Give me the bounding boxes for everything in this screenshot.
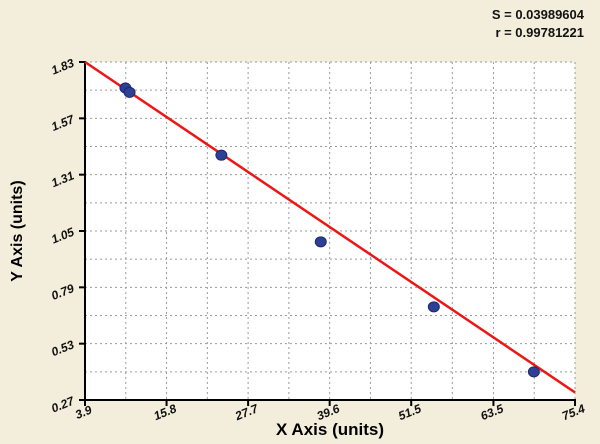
data-point xyxy=(215,149,228,161)
data-points xyxy=(119,82,540,378)
data-point xyxy=(314,236,327,248)
s-value-label: S = 0.03989604 xyxy=(491,7,584,22)
y-axis-label: Y Axis (units) xyxy=(9,180,26,282)
y-tick-label: 1.57 xyxy=(49,112,77,134)
regression-line xyxy=(84,60,576,394)
y-tick-label: 0.27 xyxy=(49,393,77,415)
data-point xyxy=(527,366,540,378)
y-tick-label: 1.31 xyxy=(49,168,76,190)
x-tick-label: 3.9 xyxy=(73,403,94,422)
x-axis-label: X Axis (units) xyxy=(276,420,384,439)
tick-marks xyxy=(79,61,576,406)
data-point xyxy=(123,86,136,98)
fit-statistics: S = 0.03989604 r = 0.99781221 xyxy=(492,6,584,42)
y-tick-label: 0.53 xyxy=(49,337,76,359)
y-tick-label: 1.05 xyxy=(49,225,76,247)
data-point xyxy=(427,301,440,313)
gridlines xyxy=(85,61,576,400)
y-tick-label: 0.79 xyxy=(49,281,76,303)
r-value-label: r = 0.99781221 xyxy=(495,25,584,40)
y-tick-label: 1.83 xyxy=(49,56,76,78)
